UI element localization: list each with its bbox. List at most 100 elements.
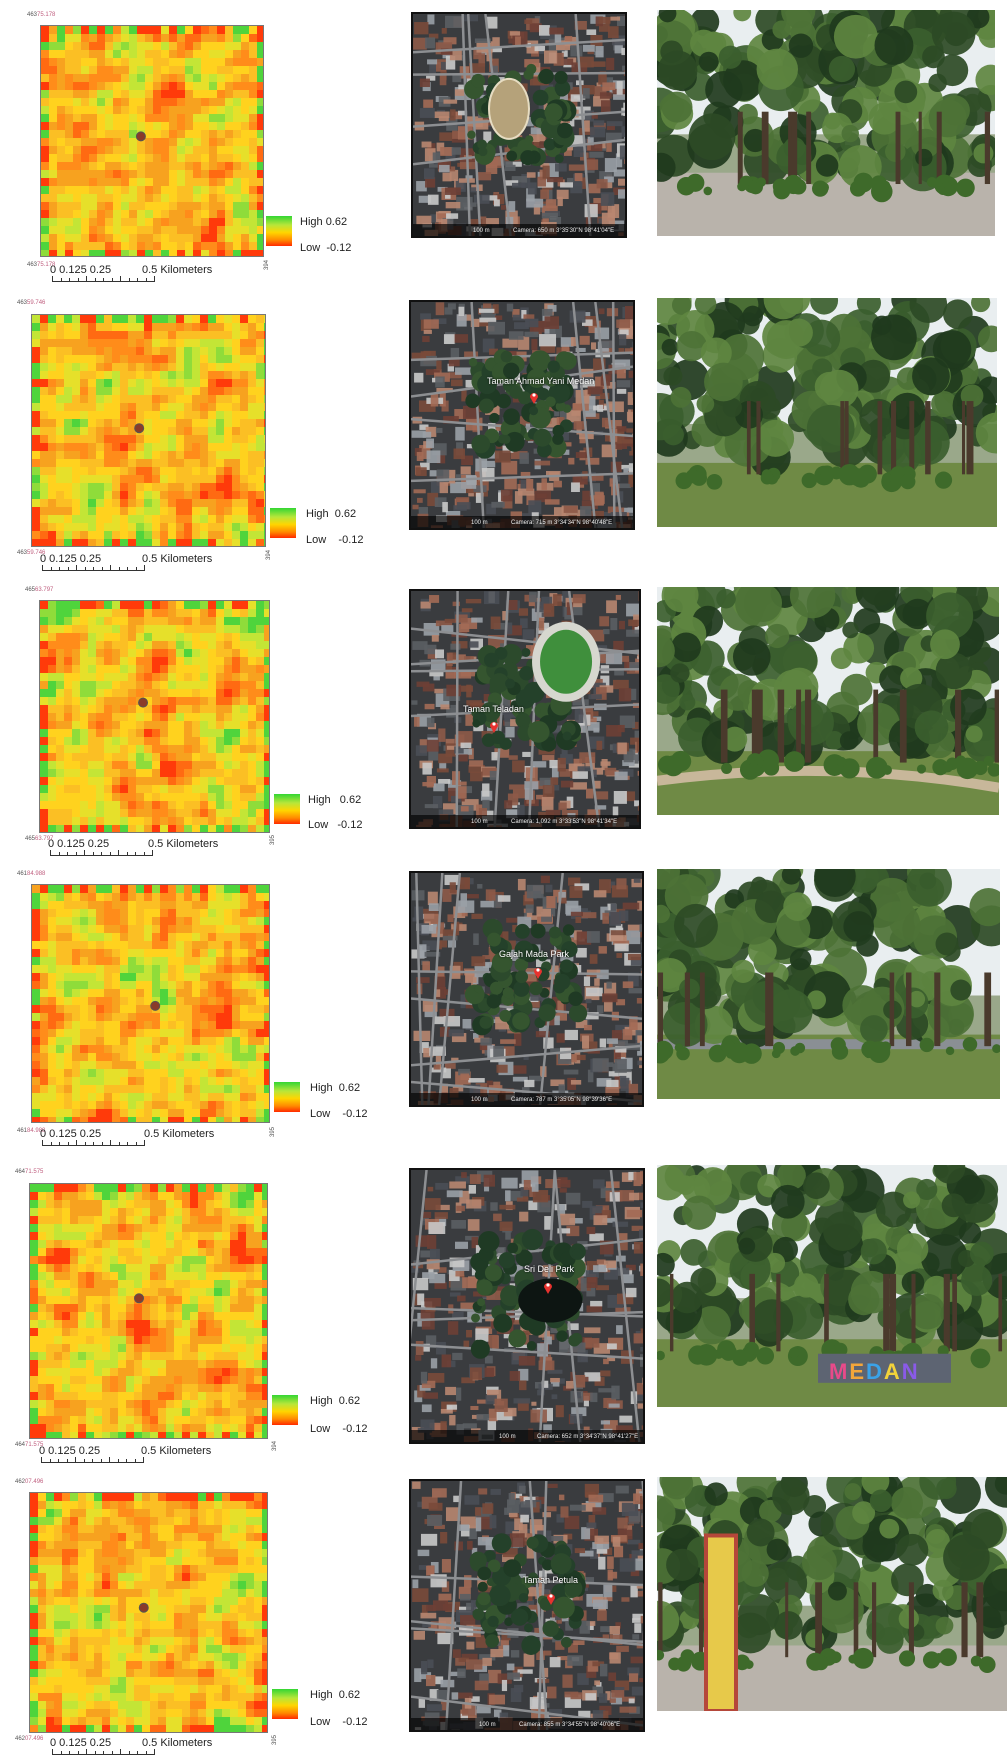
scale-ticks-label: 0 0.125 0.25 (48, 838, 109, 850)
scale-ticks-label: 0 0.125 0.25 (50, 1737, 111, 1749)
sat-scale-label: 100 m (471, 1097, 488, 1103)
legend-high-label: High (300, 216, 323, 228)
site-photo-5: MEDAN (657, 1165, 1007, 1407)
legend-low-label: Low (308, 819, 328, 831)
site-photo-3 (657, 587, 999, 815)
ndvi-legend: High 0.62 Low -0.12 (274, 1082, 374, 1122)
scale-bar: 0 0.125 0.25 0.5 Kilometers (34, 1128, 234, 1152)
site-photo-2 (657, 298, 997, 527)
panel-row-6: 46207.496 46207.496 395 High 0.62 Low -0… (0, 1475, 1008, 1760)
legend-gradient (272, 1395, 298, 1425)
location-pin-icon (533, 965, 543, 979)
scale-ticks-label: 0 0.125 0.25 (40, 1128, 101, 1140)
legend-gradient (270, 508, 296, 538)
park-location-marker (139, 1603, 148, 1612)
legend-low-value: -0.12 (342, 1423, 367, 1435)
sat-place-label: Taman Ahmad Yani Medan (487, 376, 594, 386)
ndvi-legend: High 0.62 Low -0.12 (266, 216, 366, 256)
sat-camera-label: Camera: 650 m 3°35'30"N 98°41'04"E (513, 228, 614, 234)
sat-camera-label: Camera: 715 m 3°34'34"N 98°40'48"E (511, 520, 612, 526)
legend-low-label: Low (310, 1716, 330, 1728)
ndvi-raster (39, 600, 270, 833)
panel-row-4: 46184.988 46184.988 395 High 0.62 Low -0… (0, 865, 1008, 1155)
legend-high-label: High (310, 1689, 333, 1701)
legend-low-value: -0.12 (337, 819, 362, 831)
scale-ticks-label: 0 0.125 0.25 (39, 1445, 100, 1457)
sat-camera-label: Camera: 1,092 m 3°33'53"N 98°41'34"E (511, 819, 617, 825)
sat-place-label: Taman Petula (523, 1575, 578, 1585)
scale-bar: 0 0.125 0.25 0.5 Kilometers (42, 838, 242, 862)
ndvi-raster (40, 25, 264, 257)
location-pin-icon (546, 1591, 556, 1605)
legend-low-label: Low (300, 242, 320, 254)
legend-low-value: -0.12 (326, 242, 351, 254)
satellite-image-4: Gajah Mada Park 100 m Camera: 787 m 3°35'… (409, 871, 644, 1107)
scale-km-label: 0.5 Kilometers (141, 1445, 211, 1457)
legend-high-value: 0.62 (339, 1395, 360, 1407)
sat-scale-label: 100 m (471, 819, 488, 825)
scale-bar: 0 0.125 0.25 0.5 Kilometers (33, 1445, 233, 1469)
coord-top-label: 46471.575 (15, 1169, 43, 1175)
coord-top-label: 46375.178 (27, 12, 55, 18)
legend-low-value: -0.12 (342, 1716, 367, 1728)
scale-bar: 0 0.125 0.25 0.5 Kilometers (44, 1737, 244, 1761)
sat-camera-label: Camera: 855 m 3°34'55"N 98°40'06"E (519, 1722, 620, 1728)
coord-right-label: 395 (270, 1127, 276, 1137)
scale-km-label: 0.5 Kilometers (142, 264, 212, 276)
coord-top-label: 46563.797 (25, 587, 53, 593)
medan-sign-text: MEDAN (829, 1359, 920, 1385)
sat-place-label: Gajah Mada Park (499, 949, 569, 959)
coord-right-label: 394 (272, 1441, 278, 1451)
ndvi-legend: High 0.62 Low -0.12 (272, 1689, 372, 1729)
sat-camera-label: Camera: 787 m 3°35'05"N 98°39'36"E (511, 1097, 612, 1103)
park-location-marker (135, 424, 144, 433)
legend-high-value: 0.62 (335, 508, 356, 520)
sat-scale-label: 100 m (473, 228, 490, 234)
ndvi-raster (31, 884, 270, 1123)
park-location-marker (136, 132, 145, 141)
panel-row-1: 46375.178 46375.178 394 High 0.62 Low -0… (0, 0, 1008, 285)
satellite-image-1: 100 m Camera: 650 m 3°35'30"N 98°41'04"E (411, 12, 627, 238)
scale-bar: 0 0.125 0.25 0.5 Kilometers (34, 553, 234, 577)
scale-ticks-label: 0 0.125 0.25 (50, 264, 111, 276)
legend-low-label: Low (306, 534, 326, 546)
legend-high-value: 0.62 (339, 1689, 360, 1701)
ndvi-legend: High 0.62 Low -0.12 (272, 1395, 372, 1435)
legend-high-label: High (310, 1395, 333, 1407)
panel-row-3: 46563.797 46563.797 395 High 0.62 Low -0… (0, 575, 1008, 865)
legend-gradient (272, 1689, 298, 1719)
ndvi-raster (31, 314, 266, 547)
sat-place-label: Sri Deli Park (524, 1264, 574, 1274)
coord-right-label: 394 (266, 550, 272, 560)
coord-right-label: 394 (264, 260, 270, 270)
location-pin-icon (489, 719, 499, 733)
scale-ticks-label: 0 0.125 0.25 (40, 553, 101, 565)
scale-km-label: 0.5 Kilometers (142, 553, 212, 565)
coord-top-label: 46184.988 (17, 871, 45, 877)
legend-low-value: -0.12 (342, 1108, 367, 1120)
legend-high-value: 0.62 (339, 1082, 360, 1094)
coord-right-label: 395 (272, 1735, 278, 1745)
legend-gradient (274, 794, 300, 824)
legend-low-label: Low (310, 1108, 330, 1120)
park-location-marker (135, 1294, 144, 1303)
legend-high-value: 0.62 (326, 216, 347, 228)
park-location-marker (139, 698, 148, 707)
legend-high-label: High (308, 794, 331, 806)
legend-low-value: -0.12 (338, 534, 363, 546)
ndvi-raster (29, 1183, 268, 1439)
site-photo-6 (657, 1477, 1007, 1711)
site-photo-1 (657, 10, 995, 236)
coord-top-label: 46207.496 (15, 1479, 43, 1485)
ndvi-raster (29, 1492, 268, 1733)
legend-low-label: Low (310, 1423, 330, 1435)
legend-gradient (274, 1082, 300, 1112)
site-photo-4 (657, 869, 1000, 1099)
sat-scale-label: 100 m (499, 1434, 516, 1440)
coord-right-label: 395 (270, 835, 276, 845)
panel-row-2: 46359.746 46359.746 394 High 0.62 Low -0… (0, 285, 1008, 575)
scale-km-label: 0.5 Kilometers (148, 838, 218, 850)
